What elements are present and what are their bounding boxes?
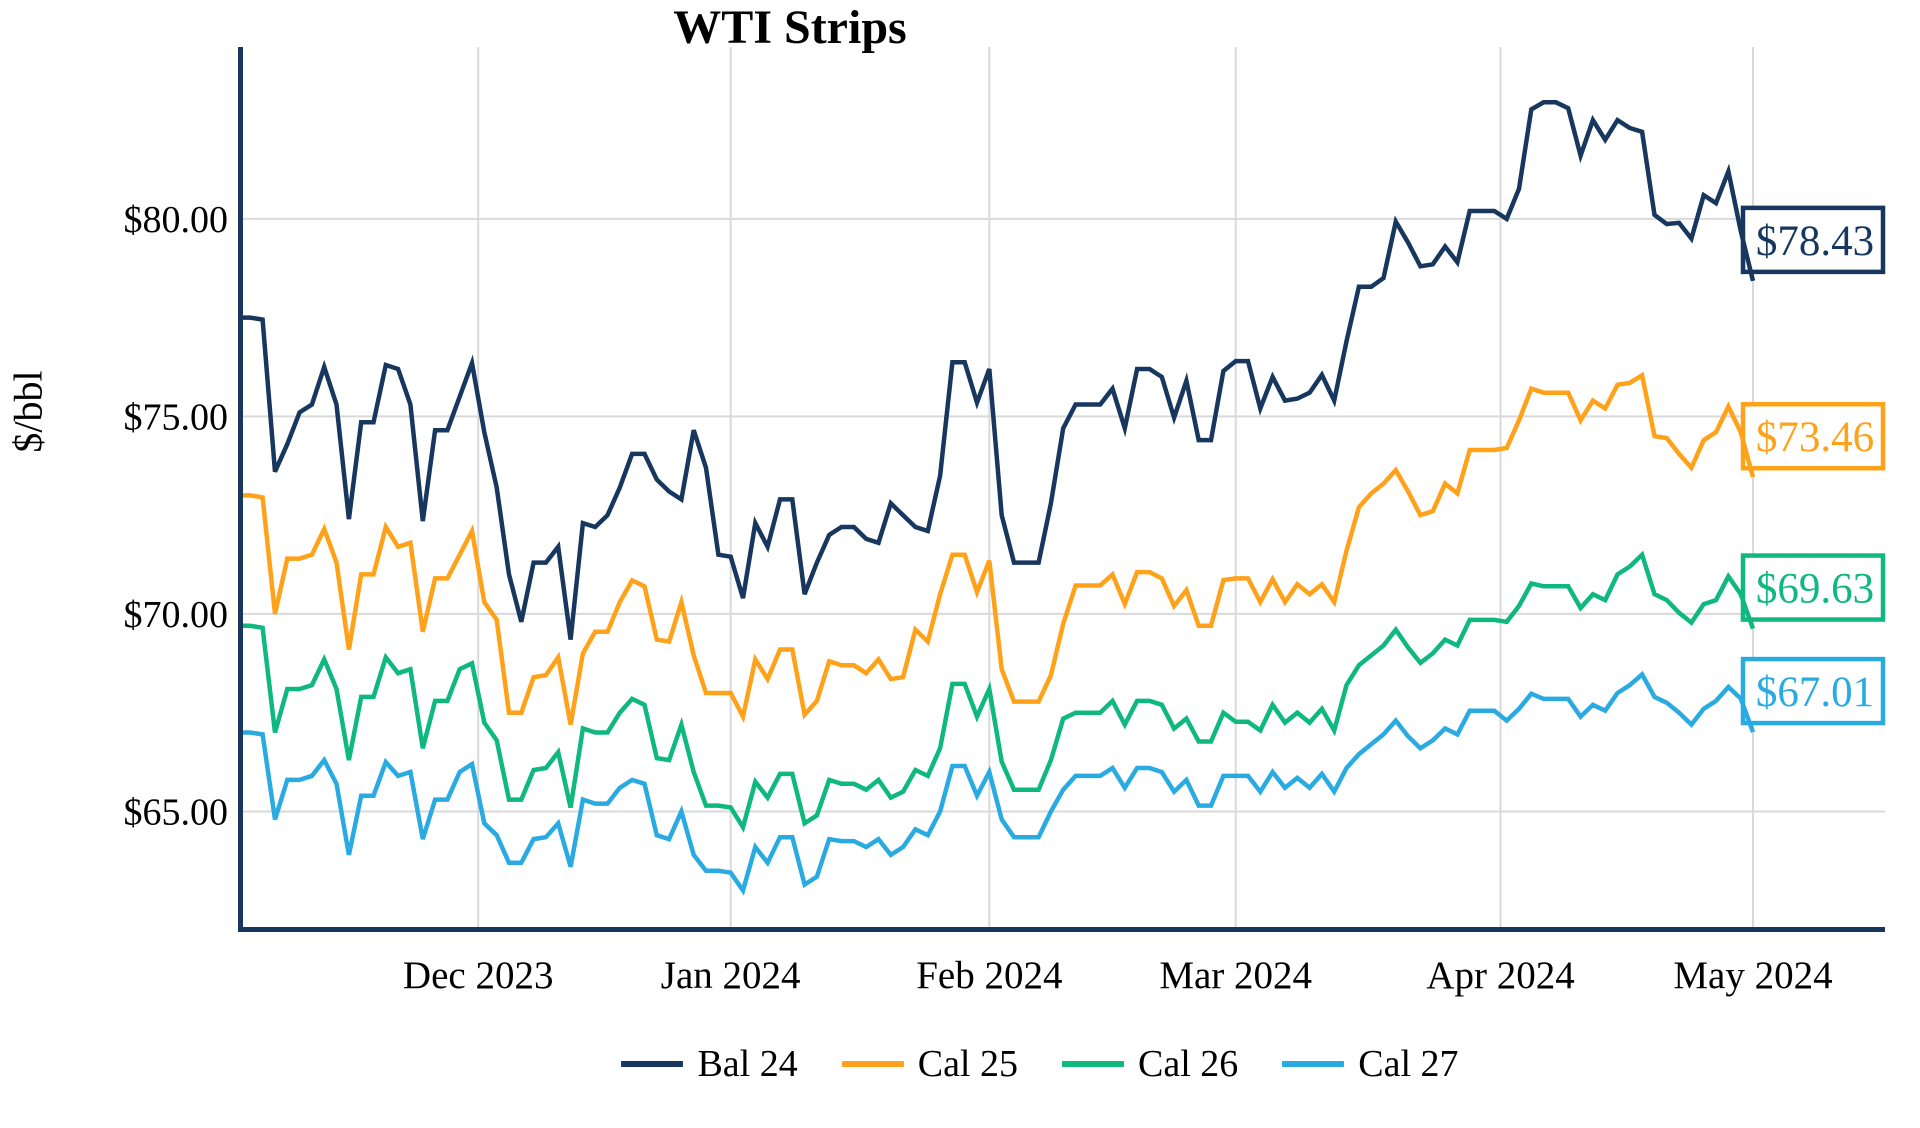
chart-legend: Bal 24 Cal 25 Cal 26 Cal 27	[160, 1034, 1920, 1094]
end-label-cal-27: $67.01	[1756, 669, 1874, 716]
end-label-box	[1740, 553, 1886, 622]
y-tick-label: $80.00	[124, 199, 229, 241]
chart-title: WTI Strips	[673, 1, 907, 54]
end-label-box	[1740, 401, 1886, 471]
legend-item-cal-26: Cal 26	[1062, 1045, 1238, 1083]
series-line-bal-24	[238, 100, 1756, 640]
x-tick-label: Jan 2024	[661, 954, 801, 997]
series-line-cal-26	[238, 550, 1756, 833]
legend-swatch-cal-27	[1282, 1061, 1345, 1067]
x-tick-label: Apr 2024	[1426, 954, 1574, 997]
x-tick-label: May 2024	[1673, 954, 1832, 997]
y-tick-label: $70.00	[124, 594, 229, 636]
x-tick-label: Dec 2023	[403, 954, 554, 997]
legend-swatch-bal-24	[621, 1061, 684, 1067]
x-tick-label: Feb 2024	[916, 954, 1062, 997]
legend-swatch-cal-26	[1062, 1061, 1124, 1067]
legend-item-cal-25: Cal 25	[841, 1043, 1018, 1085]
legend-label: Cal 26	[1138, 1043, 1239, 1085]
y-tick-label: $65.00	[124, 791, 229, 833]
legend-item-bal-24: Bal 24	[621, 1043, 798, 1085]
legend-label: Bal 24	[697, 1043, 798, 1085]
end-label-cal-26: $69.63	[1756, 566, 1874, 613]
y-axis-spine	[238, 47, 243, 930]
legend-swatch-cal-25	[841, 1061, 904, 1067]
x-axis-spine	[238, 927, 1885, 932]
legend-label: Cal 25	[917, 1043, 1018, 1085]
legend-item-cal-27: Cal 27	[1282, 1043, 1459, 1085]
end-label-cal-25: $73.46	[1756, 414, 1874, 461]
series-line-cal-25	[238, 371, 1756, 726]
series-line-cal-27	[238, 670, 1756, 896]
end-label-bal-24: $78.43	[1756, 218, 1874, 265]
legend-label: Cal 27	[1358, 1043, 1459, 1085]
y-tick-label: $75.00	[124, 396, 229, 438]
end-label-box	[1740, 205, 1886, 275]
x-tick-label: Mar 2024	[1159, 954, 1312, 997]
end-label-box	[1740, 656, 1886, 726]
